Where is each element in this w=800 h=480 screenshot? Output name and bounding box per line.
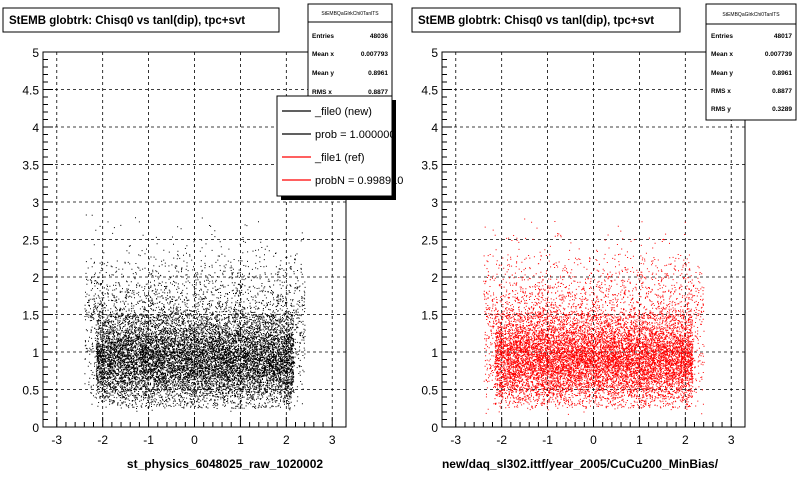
right-y-tick-label: 1.5: [421, 309, 438, 323]
legend-label-1: prob = 1.000000: [315, 129, 395, 141]
right-y-tick-label: 0: [431, 421, 438, 435]
left-scatter-points: [84, 214, 306, 412]
left-stats-value-1: 0.007793: [361, 51, 388, 58]
left-y-tick-label: 5: [32, 46, 39, 60]
left-x-tick-label: 2: [283, 433, 290, 447]
right-stats-value-1: 0.007739: [765, 51, 792, 58]
right-axis-ticks: -3 -2 -1 0 1 2 3 0 0.5 1 1.5 2 2.5 3 3.5 4 4.5 5: [421, 46, 735, 447]
left-x-tick-label: 3: [329, 433, 336, 447]
left-y-tick-label: 1.5: [22, 309, 39, 323]
left-x-tick-label: -3: [51, 433, 62, 447]
left-scatter-point-cloud: [84, 214, 306, 412]
left-y-tick-label: 2: [32, 271, 39, 285]
left-y-tick-label: 3: [32, 196, 39, 210]
right-stats-label-0: Entries: [711, 33, 733, 40]
left-x-axis-label: st_physics_6048025_raw_1020002: [127, 457, 323, 471]
left-stats-value-2: 0.8961: [368, 70, 388, 77]
legend-label-3: probN = 0.998910: [315, 175, 403, 187]
right-y-tick-label: 2: [431, 271, 438, 285]
legend-label-2: _file1 (ref): [314, 152, 365, 164]
right-y-tick-label: 1: [431, 346, 438, 360]
right-x-tick-label: 2: [682, 433, 689, 447]
left-stats-label-0: Entries: [312, 33, 334, 40]
legend-label-0: _file0 (new): [314, 106, 372, 118]
right-x-tick-label: 1: [636, 433, 643, 447]
left-y-tick-label: 0: [32, 421, 39, 435]
right-y-tick-label: 4.5: [421, 84, 438, 98]
right-y-tick-label: 2.5: [421, 234, 438, 248]
left-y-tick-label: 2.5: [22, 234, 39, 248]
right-chart-panel: -3 -2 -1 0 1 2 3 0 0.5 1 1.5 2 2.5 3 3.5 4 4.5 5 StEMB gl…: [411, 3, 797, 471]
left-stats-name: StEMBQaGlrkChi0TanlTS: [321, 11, 379, 17]
left-stats-value-0: 48036: [370, 33, 388, 40]
left-y-tick-label: 4: [32, 121, 39, 135]
left-x-tick-label: -1: [143, 433, 154, 447]
left-x-tick-label: 0: [191, 433, 198, 447]
right-y-tick-label: 3: [431, 196, 438, 210]
right-x-tick-label: -2: [496, 433, 507, 447]
left-stats-label-1: Mean x: [312, 51, 334, 58]
right-stats-label-4: RMS y: [711, 106, 731, 113]
right-x-tick-label: -3: [450, 433, 461, 447]
right-x-tick-label: 0: [590, 433, 597, 447]
right-stats-box: StEMBQaGlrkChi0TanlTS Entries 48017 Mean…: [705, 3, 797, 121]
right-x-tick-label: 3: [728, 433, 735, 447]
right-stats-value-3: 0.8877: [772, 88, 792, 95]
right-y-tick-label: 5: [431, 46, 438, 60]
right-x-axis-label: new/daq_sl302.ittf/year_2005/CuCu200_Min…: [442, 457, 719, 471]
right-stats-label-2: Mean y: [711, 70, 733, 77]
right-x-tick-label: -1: [542, 433, 553, 447]
right-stats-name: StEMBQaGlrkChi0TanlTS: [722, 12, 780, 18]
right-stats-value-4: 0.3289: [772, 106, 792, 113]
left-title-box: [2, 7, 280, 33]
left-y-tick-label: 3.5: [22, 159, 39, 173]
right-chart-title: StEMB globtrk: Chisq0 vs tanl(dip), tpc+…: [418, 15, 654, 27]
right-stats-label-1: Mean x: [711, 51, 733, 58]
left-chart-title: StEMB globtrk: Chisq0 vs tanl(dip), tpc+…: [9, 15, 245, 27]
right-stats-value-0: 48017: [774, 33, 792, 40]
left-chart-panel: -3 -2 -1 0 1 2 3 0 0.5 1 1.5 2 2.5 3 3.5 4 4.5 5 StEMB gl…: [2, 3, 403, 471]
left-stats-label-2: Mean y: [312, 70, 334, 77]
right-scatter-points: [483, 218, 705, 415]
left-stats-box: StEMBQaGlrkChi0TanlTS Entries 48036 Mean…: [307, 3, 393, 105]
right-scatter-point-cloud: [483, 218, 705, 415]
left-x-tick-label: 1: [237, 433, 244, 447]
right-title-box: [411, 7, 681, 33]
right-y-tick-label: 3.5: [421, 159, 438, 173]
left-stats-label-3: RMS x: [312, 89, 332, 96]
left-axis-ticks: -3 -2 -1 0 1 2 3 0 0.5 1 1.5 2 2.5 3 3.5 4 4.5 5: [22, 46, 336, 447]
left-y-tick-label: 0.5: [22, 384, 39, 398]
left-x-tick-label: -2: [97, 433, 108, 447]
right-stats-value-2: 0.8961: [772, 70, 792, 77]
left-y-tick-label: 4.5: [22, 84, 39, 98]
right-y-tick-label: 0.5: [421, 384, 438, 398]
left-stats-value-3: 0.8877: [368, 89, 388, 96]
right-y-tick-label: 4: [431, 121, 438, 135]
left-legend: _file0 (new) prob = 1.000000 _file1 (ref…: [276, 95, 403, 200]
right-stats-label-3: RMS x: [711, 88, 731, 95]
left-y-tick-label: 1: [32, 346, 39, 360]
